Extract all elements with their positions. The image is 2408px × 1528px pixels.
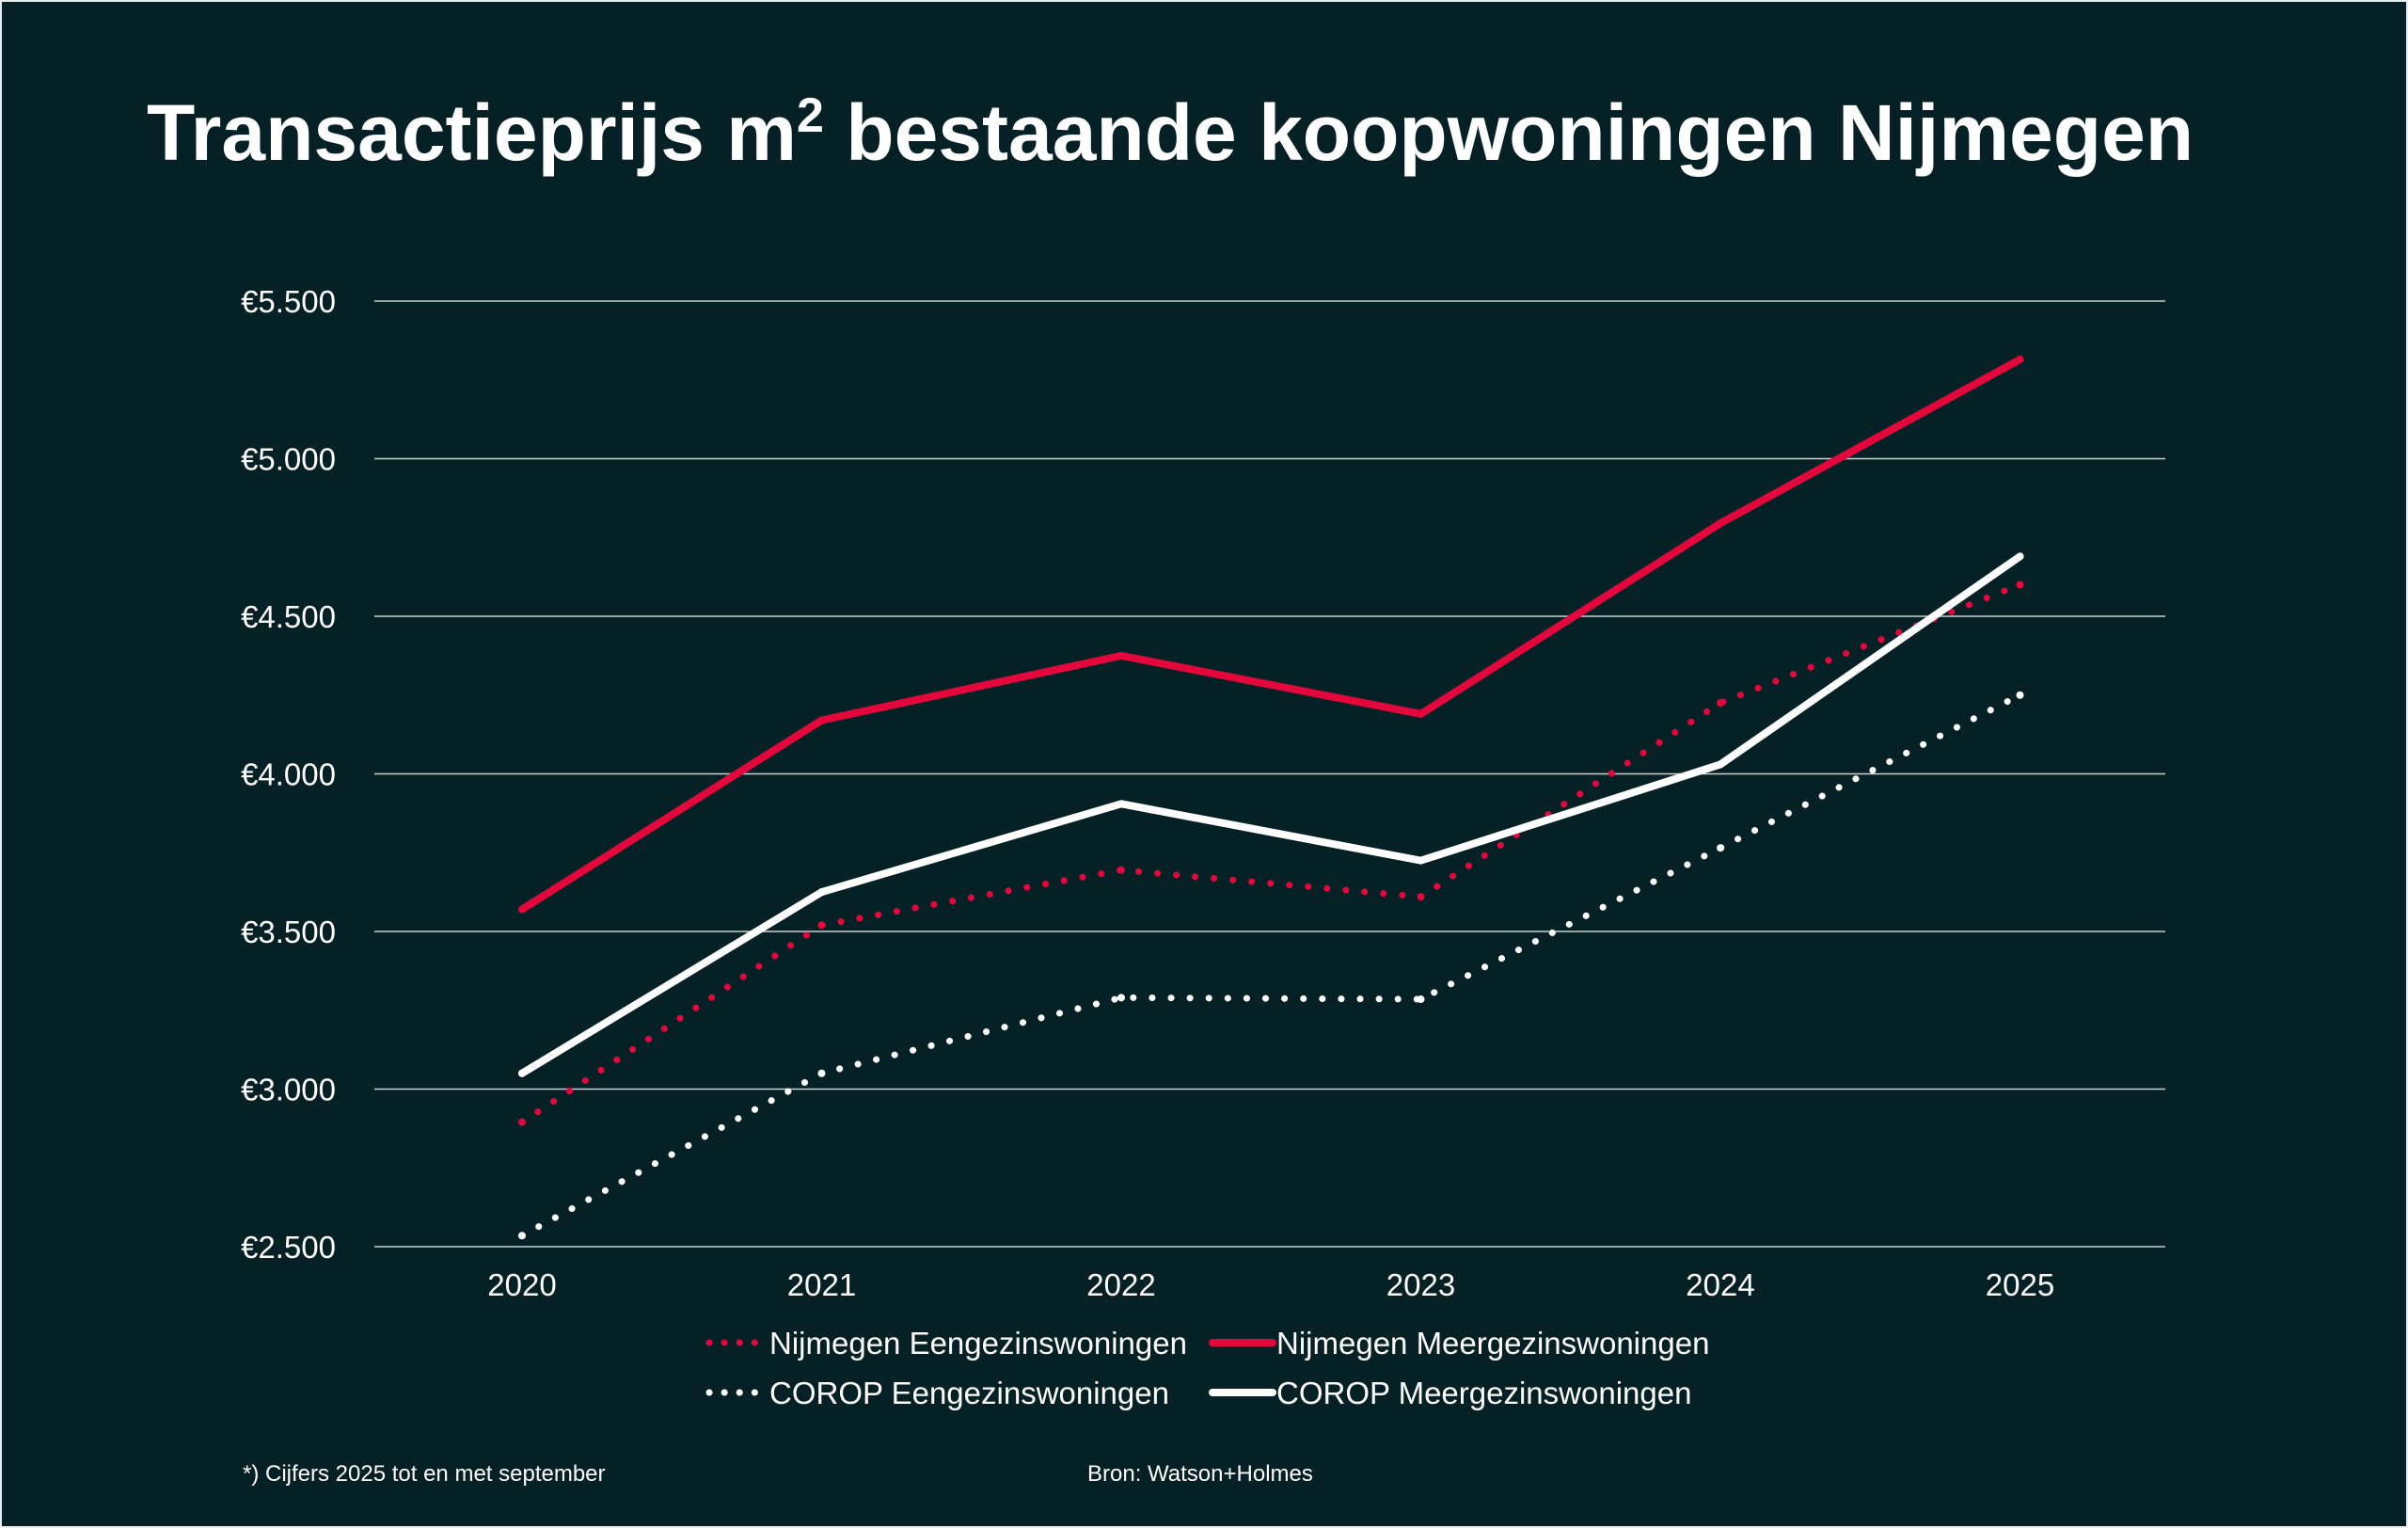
data-point — [1417, 856, 1425, 865]
data-point — [518, 1118, 526, 1126]
data-point — [1117, 994, 1125, 1002]
data-point — [1417, 995, 1425, 1004]
data-point — [817, 716, 826, 724]
chart-title-main: Transactieprijs m — [147, 88, 797, 177]
data-point — [817, 888, 826, 897]
legend-label: Nijmegen Eengezinswoningen — [769, 1326, 1187, 1361]
x-tick-label: 2023 — [1386, 1267, 1455, 1302]
data-point — [518, 1069, 526, 1077]
data-point — [1417, 893, 1425, 901]
y-tick-label: €4.000 — [241, 757, 336, 792]
series-line-0 — [518, 581, 2023, 1126]
legend-label: COROP Meergezinswoningen — [1276, 1376, 1691, 1410]
data-point — [2016, 355, 2024, 363]
x-tick-label: 2025 — [1986, 1267, 2054, 1302]
x-tick-label: 2024 — [1686, 1267, 1754, 1302]
data-point — [1117, 866, 1125, 874]
footnote: *) Cijfers 2025 tot en met september — [243, 1461, 606, 1487]
data-point — [2016, 691, 2024, 699]
y-tick-label: €2.500 — [241, 1230, 336, 1265]
data-point — [1717, 519, 1724, 528]
legend: Nijmegen Eengezinswoningen Nijmegen Meerg… — [705, 1326, 1709, 1410]
data-point — [1417, 709, 1425, 718]
x-axis-tick-labels: 2020 2021 2022 2023 2024 2025 — [487, 1267, 2054, 1302]
y-axis-tick-labels: €2.500 €3.000 €3.500 €4.000 €4.500 €5.000 €5.5… — [241, 284, 336, 1265]
x-tick-label: 2021 — [787, 1267, 856, 1302]
data-point — [518, 905, 526, 914]
data-point — [518, 1232, 526, 1240]
data-point — [2016, 552, 2024, 561]
series-line-1 — [518, 355, 2024, 914]
series-line-2 — [518, 692, 2023, 1239]
data-point — [1717, 760, 1724, 769]
y-tick-label: €5.000 — [241, 442, 336, 477]
chart-title-superscript: 2 — [797, 88, 824, 143]
y-tick-label: €3.000 — [241, 1073, 336, 1107]
data-point — [817, 1069, 826, 1077]
data-point — [1717, 699, 1724, 708]
chart-title: Transactieprijs m2 bestaande koopwoninge… — [147, 88, 2194, 177]
source-note: Bron: Watson+Holmes — [1087, 1461, 1313, 1487]
y-tick-label: €4.500 — [241, 599, 336, 634]
data-point — [2016, 581, 2024, 589]
chart-title-rest: bestaande koopwoningen Nijmegen — [824, 88, 2194, 177]
series-lines — [518, 355, 2024, 1240]
y-tick-label: €3.500 — [241, 915, 336, 949]
data-point — [1117, 800, 1125, 808]
x-tick-label: 2020 — [487, 1267, 556, 1302]
gridlines — [374, 300, 2165, 1248]
legend-label: Nijmegen Meergezinswoningen — [1276, 1326, 1709, 1361]
data-point — [1717, 844, 1724, 852]
data-point — [1117, 651, 1125, 660]
y-tick-label: €5.500 — [241, 284, 336, 319]
legend-label: COROP Eengezinswoningen — [769, 1376, 1169, 1410]
data-point — [817, 921, 826, 930]
x-tick-label: 2022 — [1086, 1267, 1155, 1302]
series-line-3 — [518, 552, 2024, 1077]
